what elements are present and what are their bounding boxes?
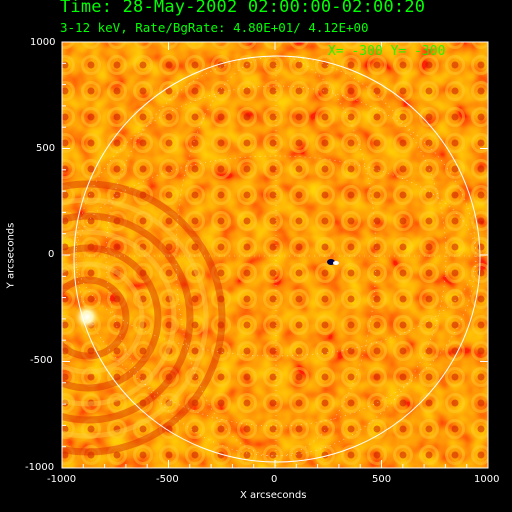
bright-source [74, 304, 100, 330]
axis-minor-ticks [62, 62, 468, 468]
central-feature [327, 259, 339, 265]
solar-limb [73, 55, 481, 463]
y-tick-label: -1000 [25, 462, 55, 473]
y-tick-label: 1000 [30, 37, 56, 48]
y-tick-label: 500 [36, 143, 56, 154]
time-title: Time: 28-May-2002 02:00:00-02:00:20 [60, 0, 426, 17]
x-axis-label: X arcseconds [240, 490, 307, 501]
y-tick-label: 0 [48, 249, 55, 260]
backprojection-map [62, 42, 488, 468]
energy-rate-subtitle: 3-12 keV, Rate/BgRate: 4.80E+01/ 4.12E+0… [60, 20, 369, 35]
x-tick-label: -1000 [47, 474, 77, 485]
x-tick-label: 1000 [474, 474, 500, 485]
axis-ticks [61, 41, 489, 469]
y-tick-label: -500 [30, 355, 53, 366]
heliographic-grid [74, 55, 482, 468]
x-tick-label: 0 [271, 474, 278, 485]
y-axis-label: Y arcseconds [5, 222, 17, 289]
coordinate-readout: X= -300 Y= -300 [328, 44, 446, 59]
x-tick-label: -500 [156, 474, 179, 485]
x-tick-label: 500 [372, 474, 392, 485]
